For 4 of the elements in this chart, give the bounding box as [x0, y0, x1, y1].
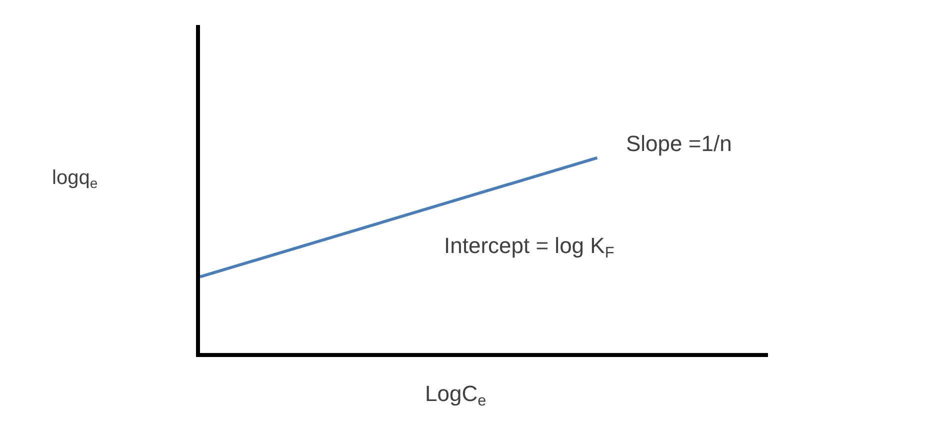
text: Slope =1/n	[626, 131, 732, 156]
annotation: Intercept = log K$_{F}$	[444, 233, 614, 262]
y-axis-title: logq$_{e}$	[52, 167, 98, 192]
x-axis-title: LogC$_{e}$	[425, 381, 486, 410]
